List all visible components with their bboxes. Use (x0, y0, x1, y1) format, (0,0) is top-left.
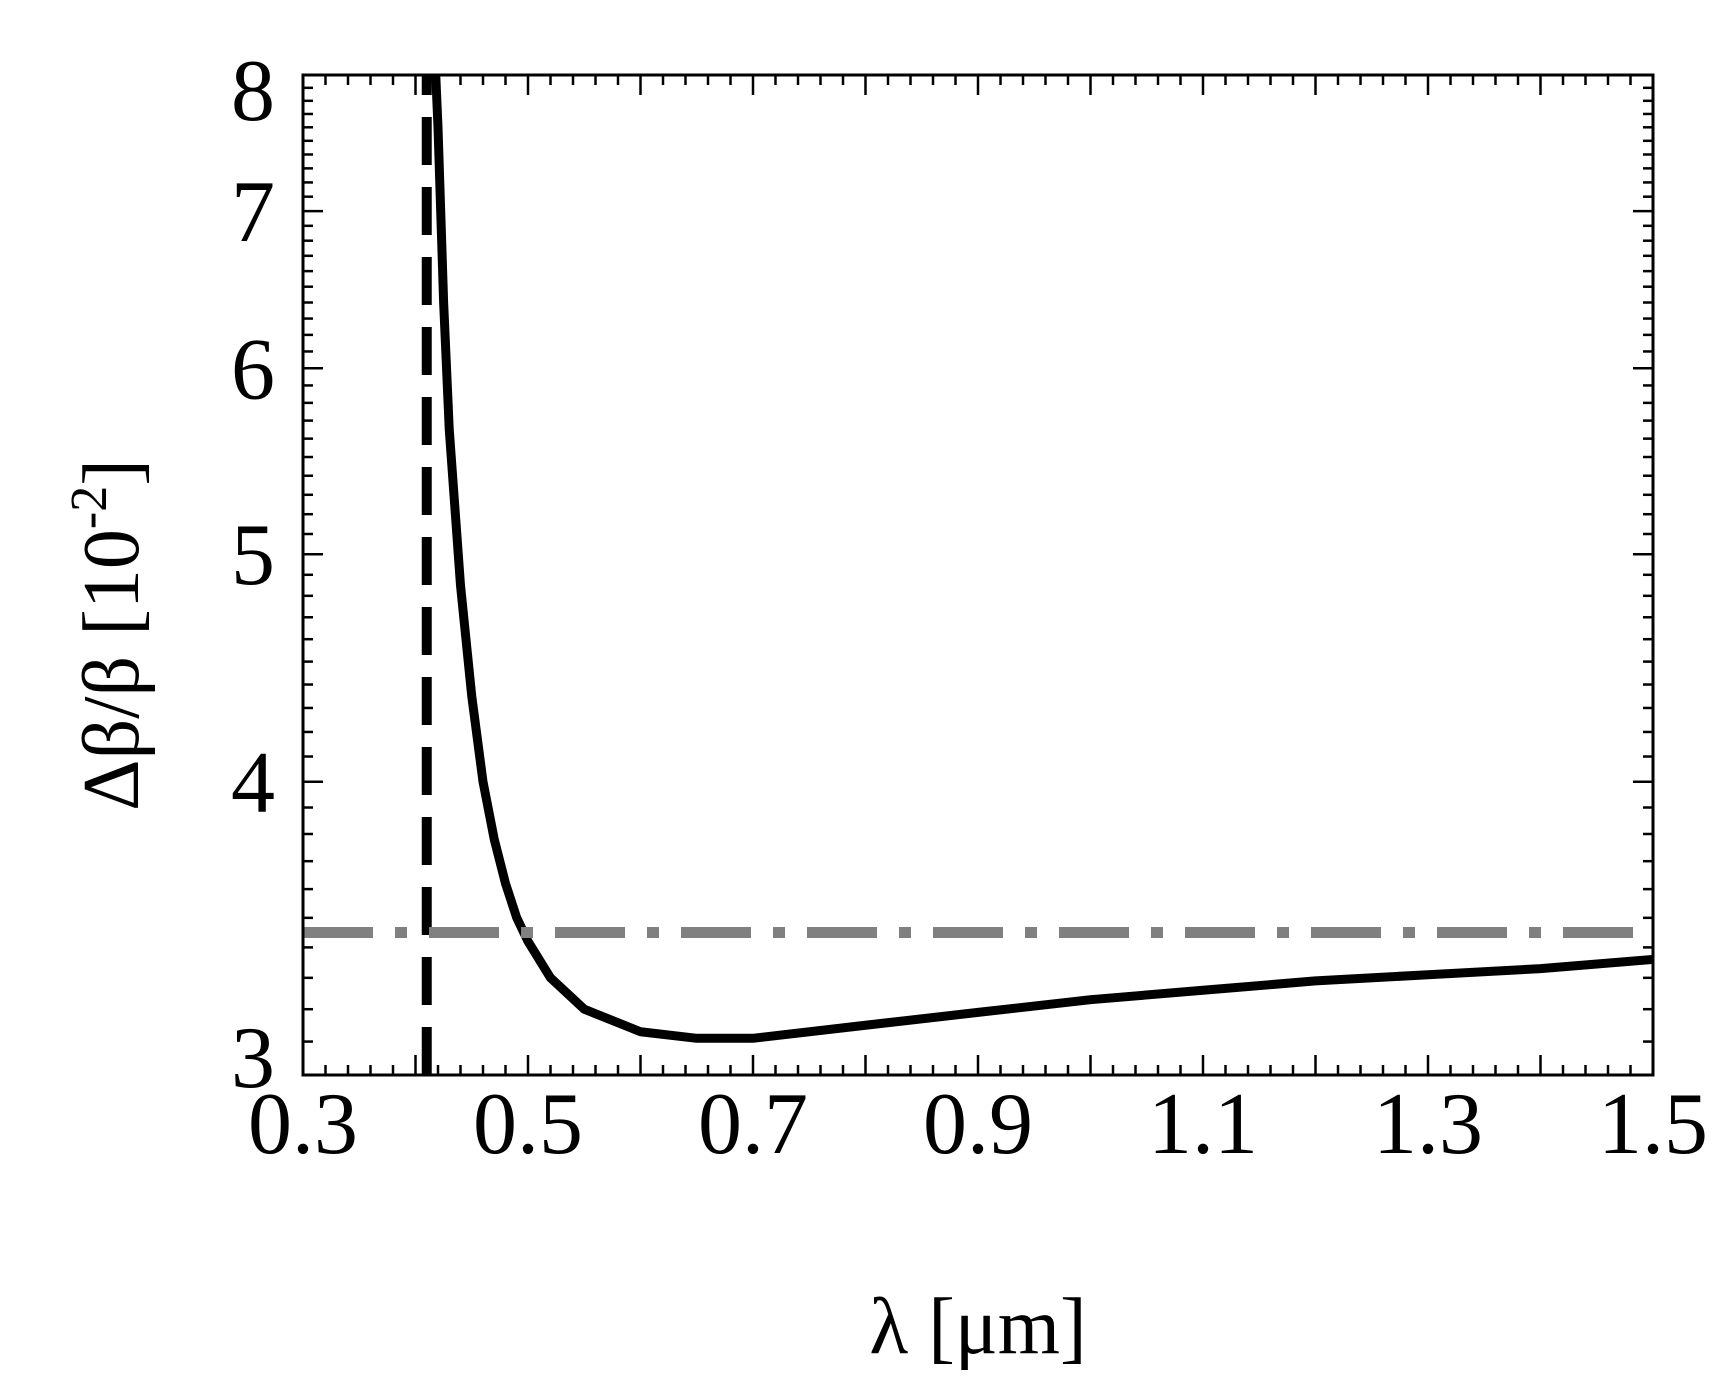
x-tick-label: 0.9 (923, 1076, 1033, 1173)
y-tick-label: 6 (231, 321, 275, 418)
x-tick-label: 0.7 (698, 1076, 808, 1173)
y-tick-label: 7 (231, 164, 275, 261)
series-layer (303, 75, 1653, 1075)
y-axis-title: Δβ/β [10-2] (61, 459, 156, 811)
y-axis-title-group: Δβ/β [10-2] (61, 459, 156, 811)
x-tick-label: 1.5 (1598, 1076, 1708, 1173)
x-tick-label: 1.1 (1148, 1076, 1258, 1173)
x-tick-label: 1.3 (1373, 1076, 1483, 1173)
x-tick-label: 0.3 (248, 1076, 358, 1173)
y-axis-title-exponent: -2 (61, 486, 118, 529)
plot-frame (301, 73, 1655, 1077)
x-axis-title: λ [μm] (869, 1283, 1086, 1371)
y-tick-label: 8 (231, 43, 275, 140)
y-tick-label: 5 (231, 507, 275, 604)
y-tick-label: 3 (231, 1010, 275, 1107)
x-tick-label: 0.5 (473, 1076, 583, 1173)
tick-marks (301, 73, 1655, 1077)
y-tick-labels: 3 4 5 6 7 8 (231, 43, 275, 1107)
x-tick-labels: 0.3 0.5 0.7 0.9 1.1 1.3 1.5 (248, 1076, 1708, 1173)
y-axis-title-close: ] (68, 459, 156, 486)
series-solid-line (431, 75, 1653, 1043)
y-tick-label: 4 (231, 735, 275, 832)
y-axis-title-main: Δβ/β [10 (68, 529, 156, 811)
